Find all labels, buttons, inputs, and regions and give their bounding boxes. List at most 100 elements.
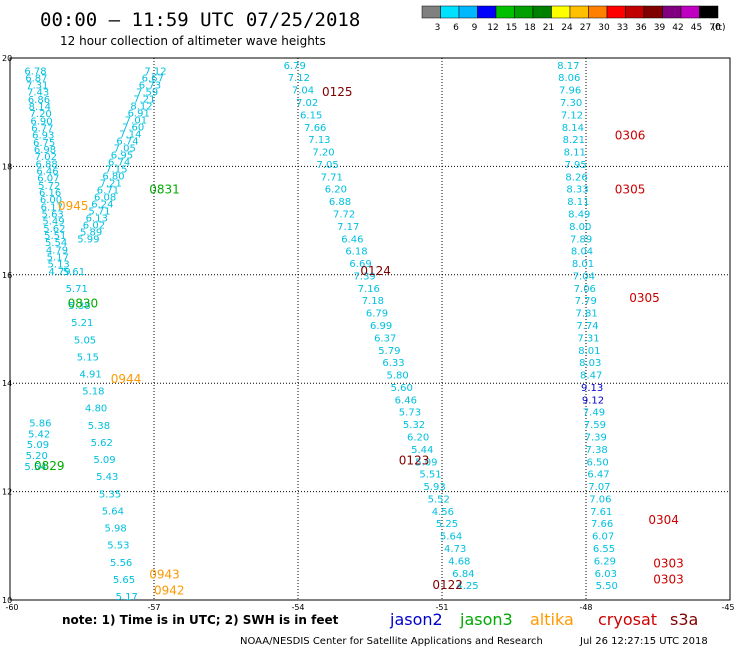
- swh-value-label: 4.56: [432, 507, 454, 518]
- swh-value-label: 6.37: [374, 333, 396, 344]
- swh-value-label: 5.63: [42, 210, 64, 221]
- swh-value-label: 6.24: [91, 199, 113, 210]
- swh-value-label: 5.43: [96, 472, 118, 483]
- swh-value-label: 8.49: [568, 210, 590, 221]
- swh-value-label: 7.30: [560, 98, 582, 109]
- swh-value-label: 8.26: [565, 172, 587, 183]
- swh-value-label: 6.46: [36, 167, 58, 178]
- pass-label: 0942: [154, 584, 185, 598]
- track-b: 7.126.676.737.597.218.126.917.017.607.14…: [77, 66, 166, 245]
- swh-value-label: 6.46: [341, 234, 363, 245]
- swh-value-label: 7.31: [577, 333, 599, 344]
- swh-value-label: 7.79: [575, 296, 597, 307]
- swh-value-label: 8.33: [566, 185, 588, 196]
- swh-value-label: 7.49: [583, 408, 605, 419]
- swh-value-label: 5.49: [42, 217, 64, 228]
- swh-value-label: 6.46: [395, 395, 417, 406]
- swh-value-label: 6.90: [30, 116, 52, 127]
- scale-swatch: [662, 5, 682, 19]
- scale-tick-label: 27: [580, 23, 591, 33]
- scale-swatch: [569, 5, 589, 19]
- swh-value-label: 8.17: [557, 61, 579, 72]
- swh-value-label: 6.98: [34, 145, 56, 156]
- swh-value-label: 7.71: [321, 172, 343, 183]
- swh-value-label: 6.15: [300, 110, 322, 121]
- swh-value-label: 8.00: [569, 222, 591, 233]
- swh-value-label: 6.99: [370, 321, 392, 332]
- swh-value-label: 7.21: [100, 178, 122, 189]
- swh-value-label: 6.93: [32, 131, 54, 142]
- swh-value-label: 6.88: [36, 159, 58, 170]
- scale-swatch: [699, 5, 719, 19]
- track-c: 5.61 5.71 5.38 5.21 5.05 5.15 4.91 5.18 4.80 5.38…: [63, 267, 138, 603]
- scale-swatch: [458, 5, 478, 19]
- swh-value-label: 8.11: [567, 197, 589, 208]
- swh-value-label: 7.96: [559, 86, 581, 97]
- swh-value-label: 6.75: [33, 138, 55, 149]
- pass-label: 0122: [432, 578, 463, 592]
- swh-value-label: 4.79: [48, 267, 70, 278]
- swh-value-label: 7.21: [133, 94, 155, 105]
- swh-value-label: 4.73: [444, 544, 466, 555]
- swh-value-label: 6.55: [593, 544, 615, 555]
- swh-value-label: 7.06: [574, 284, 596, 295]
- scale-swatch: [514, 5, 534, 19]
- swh-value-label: 5.62: [43, 224, 65, 235]
- swh-value-label: 6.69: [349, 259, 371, 270]
- pass-label: 0123: [399, 454, 430, 468]
- swh-value-label: 5.42: [28, 429, 50, 440]
- pass-label: 0305: [615, 183, 646, 197]
- swh-value-label: 5.35: [99, 489, 121, 500]
- swh-value-label: 5.98: [104, 524, 126, 535]
- scale-tick-label: 33: [617, 23, 628, 33]
- swh-value-label: 5.93: [423, 482, 445, 493]
- swh-value-label: 7.15: [105, 164, 127, 175]
- footer-timestamp: Jul 26 12:27:15 UTC 2018: [579, 636, 708, 647]
- swh-value-label: 5.09: [415, 457, 437, 468]
- scale-swatch: [551, 5, 571, 19]
- track-e: 6.797.127.047.026.157.667.137.207.057.71…: [284, 61, 479, 592]
- scale-swatch: [495, 5, 515, 19]
- swh-value-label: 4.79: [46, 245, 68, 256]
- pass-label: 0303: [653, 573, 684, 587]
- swh-value-label: 7.31: [26, 81, 48, 92]
- x-tick-label: -51: [435, 603, 448, 612]
- y-tick-label: 12: [2, 488, 12, 497]
- swh-value-label: 5.50: [596, 581, 618, 592]
- swh-value-label: 7.18: [362, 296, 384, 307]
- swh-value-label: 6.78: [24, 66, 46, 77]
- y-tick-label: 10: [2, 596, 12, 605]
- track-f: 8.178.067.967.307.128.148.218.117.958.26…: [557, 61, 618, 592]
- scale-tick-label: 3: [435, 23, 441, 33]
- pass-label: 0831: [149, 183, 180, 197]
- x-tick-label: -57: [147, 603, 160, 612]
- swh-value-label: 7.74: [576, 321, 598, 332]
- pass-label: 0124: [360, 264, 391, 278]
- scale-swatch: [532, 5, 552, 19]
- swh-value-label: 6.79: [284, 61, 306, 72]
- scale-swatch: [477, 5, 497, 19]
- swh-value-label: 6.02: [83, 220, 105, 231]
- swh-value-label: 7.05: [317, 160, 339, 171]
- swh-value-label: 5.60: [391, 383, 413, 394]
- swh-value-label: 5.71: [66, 284, 88, 295]
- scale-tick-label: 39: [654, 23, 666, 33]
- scale-swatch: [680, 5, 700, 19]
- scale-tick-label: 30: [598, 23, 610, 33]
- swh-value-label: 6.88: [329, 197, 351, 208]
- swh-value-label: 7.02: [296, 98, 318, 109]
- swh-value-label: 7.04: [573, 271, 595, 282]
- scale-tick-label: 21: [543, 23, 554, 33]
- swh-value-label: 7.01: [125, 115, 147, 126]
- swh-value-label: 4.91: [79, 369, 101, 380]
- legend-altika: altika: [530, 610, 574, 629]
- swh-value-label: 5.79: [378, 346, 400, 357]
- swh-value-label: 5.51: [419, 470, 441, 481]
- swh-value-label: 8.12: [130, 101, 152, 112]
- swh-value-label: 7.02: [35, 152, 57, 163]
- swh-value-label: 5.56: [110, 558, 132, 569]
- legend-cryosat: cryosat: [598, 610, 657, 629]
- x-tick-label: -60: [5, 603, 18, 612]
- scale-unit: (ft): [712, 23, 726, 33]
- legend-jason2: jason2: [389, 610, 443, 629]
